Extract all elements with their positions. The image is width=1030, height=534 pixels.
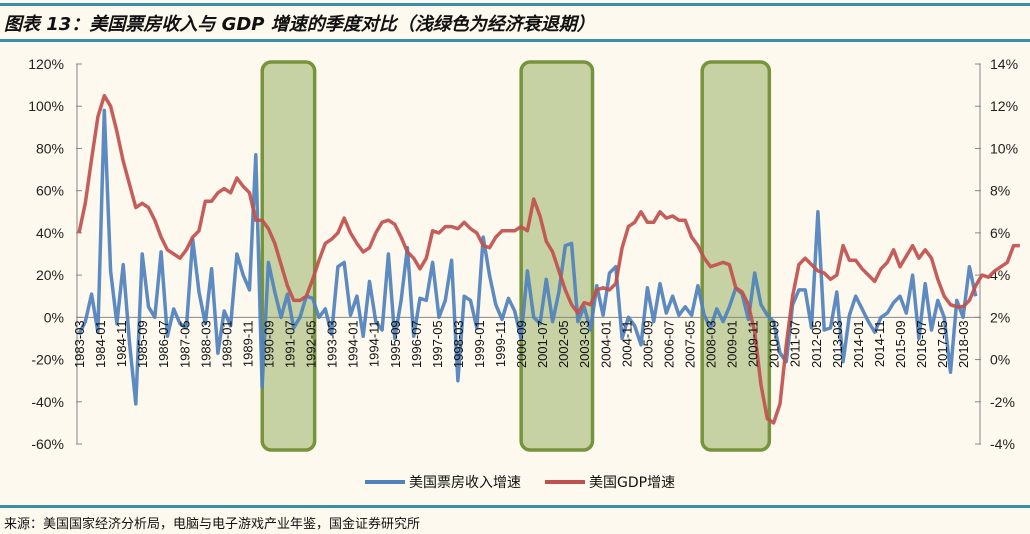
legend-swatch-gdp (545, 480, 585, 484)
x-tick-label: 2002-05 (556, 320, 571, 368)
legend-label-gdp: 美国GDP增速 (589, 475, 676, 491)
recession-box-2 (519, 60, 595, 452)
x-tick-label: 1989-11 (240, 320, 255, 367)
y-left-tick-label: 60% (36, 183, 64, 199)
title-bottom-rule (0, 39, 1030, 42)
legend-item-box-office: 美国票房收入增速 (365, 472, 521, 492)
legend-item-gdp: 美国GDP增速 (545, 472, 675, 492)
y-right-tick-label: 4% (990, 267, 1010, 283)
source-note: 来源：美国国家经济分析局，电脑与电子游戏产业年鉴，国金证券研究所 (4, 517, 421, 532)
x-tick-label: 1993-03 (325, 320, 340, 368)
x-tick-label: 1995-09 (388, 320, 403, 368)
x-tick-label: 1994-11 (367, 320, 382, 367)
x-tick-label: 2009-11 (746, 320, 761, 367)
legend-swatch-box-office (365, 480, 405, 484)
x-tick-label: 1990-09 (261, 320, 276, 368)
y-left-tick-label: -60% (31, 436, 64, 452)
y-right-tick-label: -2% (990, 394, 1015, 410)
x-tick-label: 1984-11 (114, 320, 129, 367)
x-tick-label: 2008-03 (704, 320, 719, 368)
x-tick-label: 1997-05 (430, 320, 445, 368)
y-left-tick-label: 120% (28, 56, 64, 72)
x-tick-label: 1987-05 (177, 320, 192, 368)
x-tick-label: 1998-03 (451, 320, 466, 368)
x-tick-label: 1999-01 (472, 320, 487, 368)
footer-rule (0, 505, 1030, 508)
x-tick-label: 2003-03 (577, 320, 592, 368)
x-tick-label: 1994-01 (346, 320, 361, 368)
x-tick-label: 2004-11 (619, 320, 634, 367)
x-tick-label: 2001-07 (535, 320, 550, 368)
x-tick-label: 1991-07 (283, 320, 298, 368)
x-tick-label: 2013-03 (830, 320, 845, 368)
x-tick-label: 1992-05 (304, 320, 319, 368)
x-tick-label: 2011-07 (788, 320, 803, 367)
y-right-tick-label: -4% (990, 436, 1015, 452)
y-right-tick-label: 2% (990, 309, 1010, 325)
y-right-tick-label: 6% (990, 225, 1010, 241)
chart-area: 120% 100% 80% 60% 40% 20% 0% -20% -40% -60% 14% 12%… (28, 56, 1020, 452)
y-left-tick-label: 20% (36, 267, 64, 283)
x-tick-label: 1984-01 (93, 320, 108, 368)
x-tick-label: 2014-11 (872, 320, 887, 367)
x-tick-label: 2009-01 (725, 320, 740, 368)
recession-box-3 (700, 60, 772, 452)
y-left-tick-label: -40% (31, 394, 64, 410)
x-tick-label: 2000-09 (514, 320, 529, 368)
y-left-tick-label: -20% (31, 352, 64, 368)
x-tick-label: 1985-09 (135, 320, 150, 368)
recession-box-1 (260, 60, 317, 452)
legend: 美国票房收入增速 美国GDP增速 (365, 472, 699, 492)
x-tick-label: 2004-01 (598, 320, 613, 368)
y-right-tick-label: 8% (990, 183, 1010, 199)
x-tick-label: 2012-05 (809, 320, 824, 368)
series-box-office-line (77, 108, 978, 406)
y-right-tick-label: 0% (990, 352, 1010, 368)
y-right-tick-label: 12% (990, 98, 1018, 114)
x-axis-labels: 1983-03 1984-01 1984-11 1985-09 1986-07 1987-… (72, 320, 971, 368)
x-tick-label: 2016-07 (914, 320, 929, 368)
y-right-tick-label: 14% (990, 56, 1018, 72)
x-tick-label: 2007-05 (682, 320, 697, 368)
x-tick-label: 1999-11 (493, 320, 508, 367)
x-tick-label: 2010-09 (767, 320, 782, 368)
x-tick-label: 1988-03 (198, 320, 213, 368)
chart-title: 图表 13：美国票房收入与 GDP 增速的季度对比（浅绿色为经济衰退期） (4, 14, 595, 35)
legend-label-box-office: 美国票房收入增速 (409, 475, 521, 491)
x-tick-label: 1983-03 (72, 320, 87, 368)
x-tick-label: 2018-03 (956, 320, 971, 368)
x-tick-label: 1996-07 (409, 320, 424, 368)
x-tick-label: 1989-01 (219, 320, 234, 368)
y-left-tick-label: 80% (36, 140, 64, 156)
title-top-rule (0, 3, 1030, 6)
y-left-tick-label: 0% (44, 309, 64, 325)
x-tick-label: 2014-01 (851, 320, 866, 368)
x-tick-label: 2017-05 (935, 320, 950, 368)
series-gdp-line (77, 93, 1020, 425)
y-right-tick-label: 10% (990, 140, 1018, 156)
y-left-tick-label: 100% (28, 98, 64, 114)
x-tick-label: 1986-07 (156, 320, 171, 368)
y-left-tick-label: 40% (36, 225, 64, 241)
x-tick-label: 2005-09 (640, 320, 655, 368)
x-tick-label: 2015-09 (893, 320, 908, 368)
x-tick-label: 2006-07 (661, 320, 676, 368)
